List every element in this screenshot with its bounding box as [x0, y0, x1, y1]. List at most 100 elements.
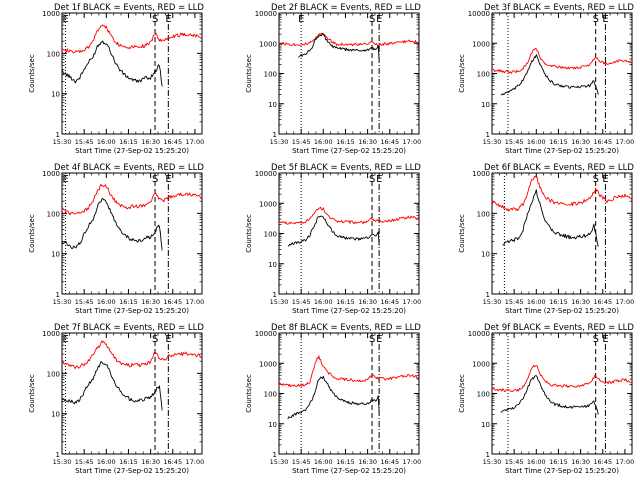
x-tick-label: 16:15: [549, 298, 568, 306]
y-tick-label: 1: [56, 291, 60, 299]
x-tick-label: 16:30: [571, 138, 590, 146]
y-axis-label: Counts/sec: [28, 54, 36, 93]
x-tick-label: 16:30: [571, 458, 590, 466]
x-tick-label: 17:00: [403, 298, 422, 306]
x-tick-label: 16:45: [593, 138, 612, 146]
chart-title: Det 1f BLACK = Events, RED = LLD: [54, 3, 204, 13]
x-tick-label: 16:30: [141, 298, 160, 306]
y-tick-label: 1: [56, 131, 60, 139]
y-tick-label: 10000: [468, 330, 490, 338]
x-tick-label: 16:45: [380, 458, 399, 466]
x-tick-label: 16:15: [549, 458, 568, 466]
y-tick-label: 100: [47, 50, 60, 58]
chart-title: Det 9f BLACK = Events, RED = LLD: [484, 323, 634, 333]
plot-frame: [278, 332, 420, 455]
y-tick-label: 10: [268, 261, 277, 269]
marker-label: E: [165, 334, 171, 345]
y-tick-label: 1: [273, 291, 277, 299]
series-line-black: [287, 375, 380, 420]
x-axis-label: Start Time (27-Sep-02 15:25:20): [75, 147, 189, 155]
x-tick-label: 17:00: [186, 138, 205, 146]
x-tick-label: 16:00: [527, 138, 546, 146]
series-line-red: [491, 364, 633, 393]
y-tick-label: 1: [486, 451, 490, 459]
plot-frame: [278, 12, 420, 135]
x-tick-label: 17:00: [616, 298, 635, 306]
marker-label: E: [602, 174, 608, 185]
x-tick-label: 16:15: [119, 138, 138, 146]
y-tick-label: 100: [477, 71, 490, 79]
x-tick-label: 16:30: [141, 138, 160, 146]
plot-frame: [61, 172, 203, 295]
y-tick-label: 10: [481, 101, 490, 109]
x-tick-label: 16:15: [119, 298, 138, 306]
series-line-red: [61, 183, 203, 216]
marker-label: E: [602, 334, 608, 345]
y-axis-label: Counts/sec: [245, 214, 253, 253]
y-tick-label: 1: [486, 291, 490, 299]
marker-label: E: [63, 174, 69, 185]
x-tick-label: 16:30: [358, 138, 377, 146]
x-axis-label: Start Time (27-Sep-02 15:25:20): [292, 307, 406, 315]
x-tick-label: 16:15: [336, 458, 355, 466]
marker-label: E: [376, 14, 382, 25]
chart-panel-7: Det 7f BLACK = Events, RED = LLD 1 10 100 10…: [28, 323, 204, 475]
series-line-black: [500, 54, 599, 96]
chart-title: Det 2f BLACK = Events, RED = LLD: [271, 3, 421, 13]
y-tick-label: 100: [264, 231, 277, 239]
series-line-black: [61, 361, 163, 411]
x-tick-label: 16:15: [336, 298, 355, 306]
marker-label: E: [376, 174, 382, 185]
marker-label: S: [369, 174, 375, 185]
x-tick-label: 17:00: [616, 138, 635, 146]
chart-title: Det 8f BLACK = Events, RED = LLD: [271, 323, 421, 333]
x-tick-label: 15:45: [75, 138, 94, 146]
y-tick-label: 1000: [472, 360, 490, 368]
y-tick-label: 10: [51, 91, 60, 99]
marker-label: S: [152, 334, 158, 345]
y-tick-label: 10: [268, 421, 277, 429]
x-axis-label: Start Time (27-Sep-02 15:25:20): [292, 147, 406, 155]
plot-frame: [491, 172, 633, 295]
x-tick-label: 15:30: [53, 458, 72, 466]
x-tick-label: 15:30: [270, 458, 289, 466]
x-tick-label: 16:15: [549, 138, 568, 146]
x-tick-label: 16:30: [571, 298, 590, 306]
marker-label: S: [369, 334, 375, 345]
plot-frame: [491, 332, 633, 455]
marker-label: E: [376, 334, 382, 345]
x-axis-label: Start Time (27-Sep-02 15:25:20): [505, 467, 619, 475]
series-line-red: [278, 32, 420, 47]
x-tick-label: 16:00: [527, 458, 546, 466]
marker-label: E: [165, 174, 171, 185]
x-tick-label: 16:30: [358, 458, 377, 466]
chart-panel-8: Det 8f BLACK = Events, RED = LLD 1 10 100 10…: [245, 323, 421, 475]
marker-label: E: [165, 14, 171, 25]
y-tick-label: 1: [273, 131, 277, 139]
x-tick-label: 16:15: [336, 138, 355, 146]
y-tick-label: 10: [51, 411, 60, 419]
x-tick-label: 15:45: [75, 298, 94, 306]
marker-label: E: [63, 334, 69, 345]
x-tick-label: 15:45: [505, 138, 524, 146]
plot-frame: [491, 12, 633, 135]
marker-label: S: [152, 174, 158, 185]
plot-frame: [278, 172, 420, 295]
chart-title: Det 5f BLACK = Events, RED = LLD: [271, 163, 421, 173]
x-tick-label: 15:30: [53, 138, 72, 146]
x-tick-label: 15:30: [483, 138, 502, 146]
series-line-black: [61, 197, 163, 251]
x-tick-label: 16:30: [141, 458, 160, 466]
x-tick-label: 16:30: [358, 298, 377, 306]
chart-panel-9: Det 9f BLACK = Events, RED = LLD 1 10 100 10…: [458, 323, 634, 475]
y-tick-label: 100: [47, 210, 60, 218]
y-tick-label: 10000: [255, 170, 277, 178]
y-tick-label: 100: [477, 391, 490, 399]
series-line-black: [287, 215, 380, 247]
series-line-red: [61, 24, 203, 54]
y-axis-label: Counts/sec: [458, 374, 466, 413]
x-axis-label: Start Time (27-Sep-02 15:25:20): [505, 307, 619, 315]
x-tick-label: 15:30: [53, 298, 72, 306]
y-tick-label: 10: [268, 101, 277, 109]
